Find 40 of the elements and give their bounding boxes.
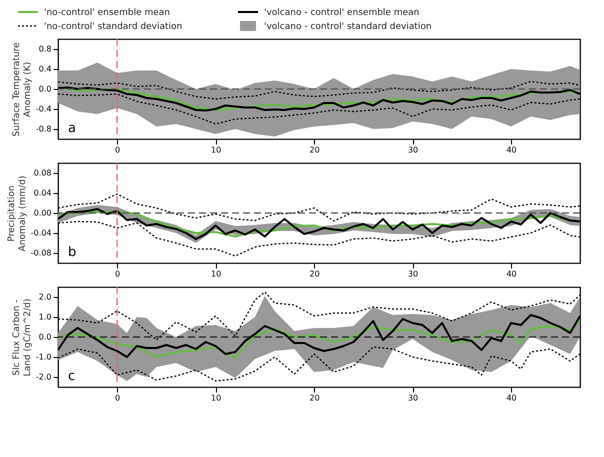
y-tick-label: -1.0	[36, 352, 52, 362]
legend-label: 'no-control' ensemble mean	[44, 8, 170, 18]
legend-label: 'no-control' standard deviation	[44, 22, 182, 32]
y-tick-label: -0.8	[36, 124, 52, 134]
x-tick-label: 10	[210, 394, 222, 402]
y-tick-label: 0.4	[38, 64, 52, 74]
y-axis-title: Surface Temperature Anomaly (K)	[12, 42, 33, 137]
annotation: a	[68, 121, 76, 136]
x-tick-label: 10	[210, 270, 222, 278]
x-tick-label: 30	[408, 270, 418, 278]
x-tick-label: 0	[115, 394, 120, 402]
y-tick-label: 0.0	[38, 84, 52, 94]
y-tick-label: -2.0	[36, 372, 52, 382]
y-axis-title: Slc Flux Carbon - Land (gC/m^2/d)	[12, 298, 33, 376]
y-tick-label: -0.08	[30, 248, 52, 258]
x-tick-label: 20	[309, 394, 320, 402]
x-tick-label: 40	[506, 146, 517, 154]
y-tick-label: 1.0	[38, 312, 52, 322]
y-tick-label: 0.04	[34, 188, 52, 198]
annotation: b	[68, 245, 76, 260]
x-tick-label: 30	[408, 394, 418, 402]
annotation: c	[68, 369, 76, 384]
legend-label: 'volcano - control' ensemble mean	[264, 8, 420, 18]
y-tick-label: 2.0	[38, 292, 52, 302]
y-tick-label: 0.8	[38, 44, 52, 54]
y-tick-label: 0.00	[34, 208, 52, 218]
y-axis-title: Precipitation Anomaly (mm/d)	[6, 176, 28, 252]
x-tick-label: 20	[309, 146, 320, 154]
x-tick-label: 40	[506, 394, 517, 402]
x-tick-label: 0	[115, 146, 120, 154]
y-tick-label: 0.0	[38, 332, 52, 342]
x-tick-label: 20	[309, 270, 320, 278]
x-tick-label: 40	[506, 270, 517, 278]
x-tick-label: 30	[408, 146, 418, 154]
x-tick-label: 0	[115, 270, 120, 278]
y-tick-label: -0.04	[30, 228, 52, 238]
legend-label: 'volcano - control' standard deviation	[264, 22, 432, 32]
y-tick-label: -0.4	[36, 104, 52, 114]
y-tick-label: 0.08	[34, 168, 52, 178]
x-tick-label: 10	[210, 146, 222, 154]
